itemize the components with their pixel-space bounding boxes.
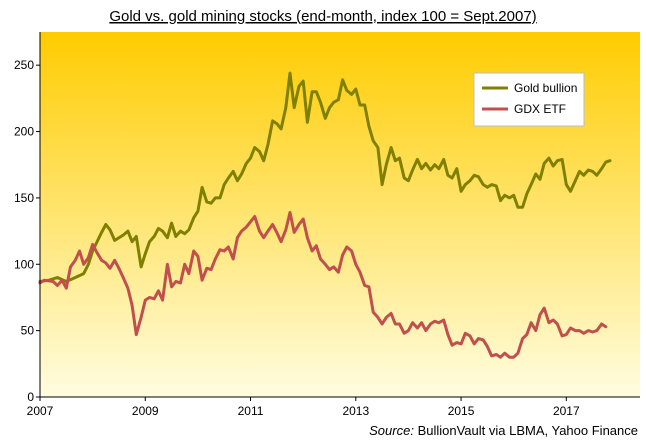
source-note: Source: BullionVault via LBMA, Yahoo Fin… xyxy=(369,423,638,438)
y-tick-label: 0 xyxy=(27,390,34,404)
legend-label-gdx: GDX ETF xyxy=(514,102,566,116)
x-tick-label: 2007 xyxy=(27,404,54,418)
y-tick-label: 200 xyxy=(14,125,34,139)
x-tick-label: 2009 xyxy=(132,404,159,418)
chart-title: Gold vs. gold mining stocks (end-month, … xyxy=(109,8,536,25)
series-layer xyxy=(38,71,612,359)
x-tick-label: 2011 xyxy=(238,404,264,418)
y-tick-label: 250 xyxy=(14,58,34,72)
series-line-gold-bullion xyxy=(38,71,612,283)
legend-label-gold: Gold bullion xyxy=(514,81,577,95)
x-axis-ticks: 2007 2009 2011 2013 2015 2017 xyxy=(27,397,580,418)
legend-box xyxy=(473,72,585,127)
y-axis-ticks: 0 50 100 150 200 250 xyxy=(14,58,40,404)
source-text: BullionVault via LBMA, Yahoo Finance xyxy=(418,423,638,438)
y-tick-label: 150 xyxy=(14,191,34,205)
legend: Gold bullion GDX ETF xyxy=(473,72,585,127)
y-tick-label: 100 xyxy=(14,257,34,271)
series-line-gdx-etf xyxy=(38,211,608,359)
source-label: Source: xyxy=(369,423,414,438)
x-tick-label: 2013 xyxy=(342,404,369,418)
x-tick-label: 2015 xyxy=(448,404,475,418)
y-tick-label: 50 xyxy=(21,324,35,338)
x-tick-label: 2017 xyxy=(553,404,580,418)
